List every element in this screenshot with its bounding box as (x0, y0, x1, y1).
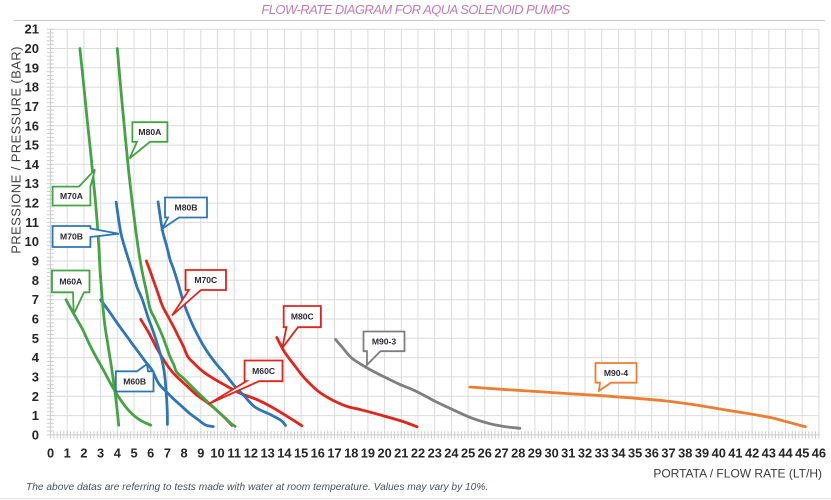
svg-text:PORTATA / FLOW RATE (LT/H): PORTATA / FLOW RATE (LT/H) (653, 467, 822, 481)
svg-text:18: 18 (25, 80, 39, 95)
svg-text:0: 0 (47, 446, 54, 461)
svg-text:14: 14 (277, 446, 292, 461)
svg-text:26: 26 (478, 446, 492, 461)
svg-text:38: 38 (678, 446, 692, 461)
svg-text:24: 24 (444, 446, 459, 461)
svg-text:11: 11 (227, 446, 241, 461)
svg-text:18: 18 (344, 446, 358, 461)
svg-text:6: 6 (32, 312, 39, 327)
svg-text:22: 22 (411, 446, 425, 461)
svg-text:21: 21 (25, 22, 39, 37)
svg-text:M70A: M70A (60, 191, 83, 201)
svg-text:15: 15 (25, 138, 39, 153)
svg-text:45: 45 (795, 446, 809, 461)
svg-text:2: 2 (32, 389, 39, 404)
svg-text:M60C: M60C (252, 366, 275, 376)
svg-text:2: 2 (80, 446, 87, 461)
svg-text:34: 34 (611, 446, 626, 461)
svg-text:32: 32 (578, 446, 592, 461)
svg-text:13: 13 (25, 176, 39, 191)
svg-text:40: 40 (712, 446, 726, 461)
svg-text:36: 36 (645, 446, 659, 461)
svg-text:15: 15 (294, 446, 308, 461)
svg-text:M80B: M80B (175, 203, 198, 213)
svg-text:12: 12 (25, 196, 39, 211)
svg-text:M60B: M60B (123, 376, 146, 386)
svg-text:M80C: M80C (291, 312, 314, 322)
svg-text:6: 6 (147, 446, 154, 461)
svg-text:29: 29 (528, 446, 542, 461)
svg-text:20: 20 (377, 446, 391, 461)
svg-text:9: 9 (32, 254, 39, 269)
svg-text:0: 0 (32, 427, 39, 442)
svg-text:46: 46 (812, 446, 826, 461)
svg-text:14: 14 (25, 157, 40, 172)
svg-text:9: 9 (197, 446, 204, 461)
svg-text:10: 10 (210, 446, 224, 461)
svg-text:1: 1 (32, 408, 39, 423)
svg-text:10: 10 (25, 234, 39, 249)
svg-text:17: 17 (327, 446, 341, 461)
svg-text:44: 44 (778, 446, 793, 461)
svg-text:19: 19 (25, 60, 39, 75)
svg-text:23: 23 (428, 446, 442, 461)
svg-text:27: 27 (494, 446, 508, 461)
svg-text:25: 25 (461, 446, 475, 461)
svg-text:43: 43 (762, 446, 776, 461)
svg-text:28: 28 (511, 446, 525, 461)
svg-text:M70C: M70C (194, 275, 217, 285)
svg-text:39: 39 (695, 446, 709, 461)
svg-text:30: 30 (544, 446, 558, 461)
svg-text:19: 19 (361, 446, 375, 461)
svg-text:8: 8 (181, 446, 188, 461)
svg-text:1: 1 (64, 446, 71, 461)
svg-text:42: 42 (745, 446, 759, 461)
svg-text:41: 41 (728, 446, 742, 461)
svg-text:5: 5 (130, 446, 137, 461)
svg-text:20: 20 (25, 41, 39, 56)
svg-text:3: 3 (32, 369, 39, 384)
svg-text:PRESSIONE / PRESSURE (BAR): PRESSIONE / PRESSURE (BAR) (8, 46, 23, 254)
svg-text:M70B: M70B (60, 232, 83, 242)
svg-text:16: 16 (25, 118, 39, 133)
svg-text:21: 21 (394, 446, 408, 461)
svg-text:13: 13 (260, 446, 274, 461)
svg-text:4: 4 (114, 446, 122, 461)
svg-text:M90-3: M90-3 (372, 336, 397, 346)
svg-text:5: 5 (32, 331, 39, 346)
svg-text:11: 11 (25, 215, 39, 230)
svg-text:4: 4 (32, 350, 40, 365)
svg-text:3: 3 (97, 446, 104, 461)
svg-text:M90-4: M90-4 (604, 368, 629, 378)
svg-text:8: 8 (32, 273, 39, 288)
svg-text:17: 17 (25, 99, 39, 114)
svg-text:16: 16 (311, 446, 325, 461)
svg-text:31: 31 (561, 446, 575, 461)
svg-text:12: 12 (244, 446, 258, 461)
svg-text:35: 35 (628, 446, 642, 461)
svg-text:37: 37 (661, 446, 675, 461)
svg-text:7: 7 (32, 292, 39, 307)
svg-text:7: 7 (164, 446, 171, 461)
svg-text:M60A: M60A (59, 276, 82, 286)
svg-text:M80A: M80A (138, 127, 161, 137)
svg-text:33: 33 (595, 446, 609, 461)
